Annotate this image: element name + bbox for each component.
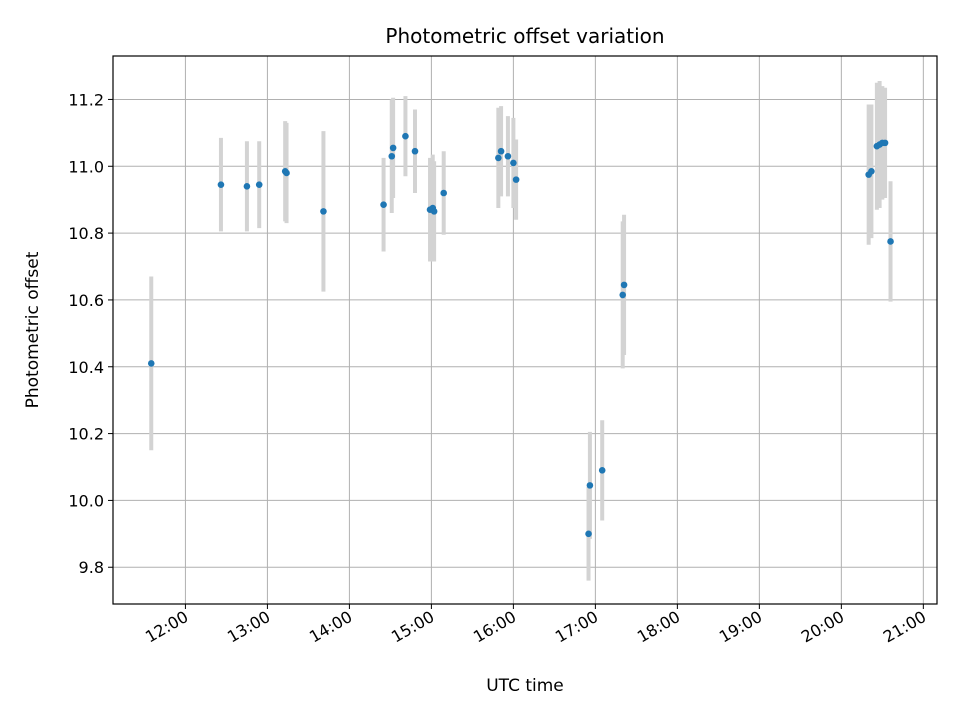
plot-frame: [112, 55, 938, 605]
y-tick-label: 10.2: [68, 425, 104, 444]
data-point: [620, 281, 628, 289]
data-point: [586, 482, 594, 489]
y-tick-label: 9.8: [79, 558, 104, 577]
grid: [113, 56, 937, 604]
data-point: [320, 208, 327, 215]
data-point: [598, 467, 606, 474]
data-point: [283, 169, 290, 177]
chart-title: Photometric offset variation: [385, 24, 664, 48]
data-point: [380, 201, 387, 208]
y-tick-label: 11.0: [68, 157, 104, 176]
data-point: [504, 152, 512, 160]
data-point: [217, 181, 225, 188]
data-points: [147, 132, 894, 538]
data-point: [887, 238, 894, 245]
data-point: [881, 139, 889, 147]
data-point: [512, 176, 520, 183]
data-point: [255, 181, 263, 188]
data-point: [585, 530, 592, 538]
y-tick-label: 10.8: [68, 224, 104, 243]
x-axis-label: UTC time: [486, 676, 564, 696]
data-point: [619, 291, 627, 299]
data-point: [243, 183, 251, 190]
data-point: [411, 147, 419, 155]
y-tick-label: 10.4: [68, 358, 104, 377]
data-point: [497, 147, 505, 155]
data-point: [495, 154, 502, 162]
data-point: [440, 189, 447, 197]
data-point: [868, 167, 875, 175]
data-point: [388, 152, 396, 160]
y-tick-label: 10.6: [68, 291, 104, 310]
data-point: [147, 360, 155, 367]
data-point: [510, 159, 517, 167]
y-tick-label: 11.2: [68, 90, 104, 109]
data-point: [389, 144, 397, 152]
y-tick-label: 10.0: [68, 491, 104, 510]
data-point: [402, 132, 409, 140]
y-axis-label: Photometric offset: [23, 251, 43, 408]
data-point: [430, 208, 438, 215]
